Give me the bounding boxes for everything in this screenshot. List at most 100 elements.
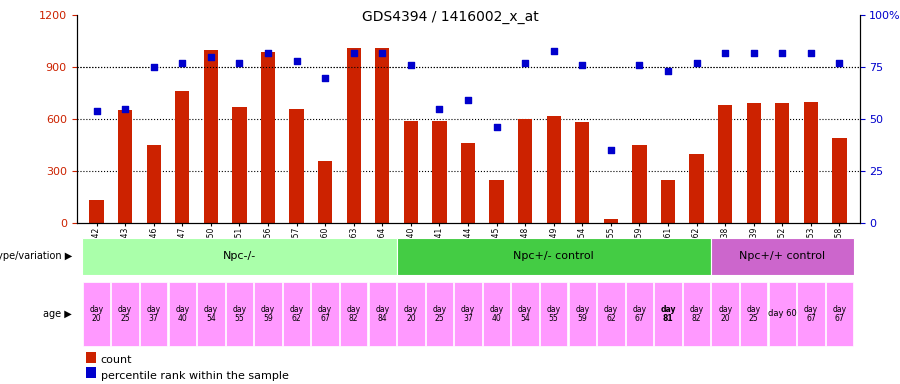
Text: day
67: day 67	[633, 305, 646, 323]
Bar	[604, 219, 618, 223]
Point	[261, 50, 275, 56]
Bar	[775, 104, 789, 223]
Bar	[740, 282, 768, 346]
Bar	[454, 282, 482, 346]
Point	[518, 60, 533, 66]
Bar	[432, 121, 446, 223]
Bar	[83, 282, 110, 346]
Text: age ▶: age ▶	[43, 309, 72, 319]
Bar	[711, 238, 854, 275]
Text: day
55: day 55	[546, 305, 561, 323]
Text: day
40: day 40	[490, 305, 504, 323]
Text: day
84: day 84	[375, 305, 390, 323]
Text: day
67: day 67	[804, 305, 818, 323]
Bar	[633, 145, 646, 223]
Bar	[540, 282, 567, 346]
Text: day
37: day 37	[147, 305, 161, 323]
Point	[375, 50, 390, 56]
Point	[490, 124, 504, 131]
Bar	[197, 282, 224, 346]
Point	[546, 48, 561, 54]
Text: GDS4394 / 1416002_x_at: GDS4394 / 1416002_x_at	[362, 10, 538, 23]
Bar	[712, 282, 739, 346]
Point	[804, 50, 818, 56]
Text: day 60: day 60	[768, 310, 796, 318]
Bar	[598, 282, 625, 346]
Bar	[261, 52, 275, 223]
Text: count: count	[101, 355, 132, 365]
Bar	[769, 282, 796, 346]
Point	[461, 97, 475, 103]
Point	[661, 68, 675, 74]
Text: day
54: day 54	[203, 305, 218, 323]
Point	[432, 106, 446, 112]
Bar	[140, 282, 167, 346]
Bar	[575, 122, 590, 223]
Bar	[283, 282, 310, 346]
Point	[832, 60, 847, 66]
Text: percentile rank within the sample: percentile rank within the sample	[101, 371, 289, 381]
Bar	[118, 111, 132, 223]
Point	[575, 62, 590, 68]
Point	[175, 60, 189, 66]
Text: day
62: day 62	[290, 305, 303, 323]
Bar	[168, 282, 196, 346]
Point	[318, 74, 332, 81]
Text: day
20: day 20	[89, 305, 104, 323]
Bar	[483, 282, 510, 346]
Bar	[569, 282, 596, 346]
Text: day
81: day 81	[661, 305, 676, 323]
Bar	[340, 282, 367, 346]
Bar	[661, 180, 675, 223]
Bar	[490, 180, 504, 223]
Text: genotype/variation ▶: genotype/variation ▶	[0, 251, 72, 262]
Bar	[254, 282, 282, 346]
Text: day
55: day 55	[232, 305, 247, 323]
Bar	[82, 238, 397, 275]
Text: day
20: day 20	[718, 305, 733, 323]
Text: day
62: day 62	[604, 305, 618, 323]
Bar	[426, 282, 453, 346]
Bar	[747, 104, 760, 223]
Bar	[369, 282, 396, 346]
Bar	[226, 282, 253, 346]
Text: day
25: day 25	[432, 305, 446, 323]
Bar	[176, 91, 189, 223]
Point	[346, 50, 361, 56]
Text: Npc-/-: Npc-/-	[223, 251, 256, 262]
Bar	[546, 116, 561, 223]
Bar	[397, 282, 425, 346]
Bar	[461, 143, 475, 223]
Bar	[112, 282, 139, 346]
Point	[232, 60, 247, 66]
Bar	[404, 121, 418, 223]
Bar	[797, 282, 824, 346]
Text: day
82: day 82	[689, 305, 704, 323]
Bar	[311, 282, 338, 346]
Bar	[397, 238, 711, 275]
Bar	[683, 282, 710, 346]
Text: Npc+/- control: Npc+/- control	[513, 251, 594, 262]
Text: day
54: day 54	[518, 305, 532, 323]
Bar	[318, 161, 332, 223]
Point	[289, 58, 303, 64]
Bar	[511, 282, 539, 346]
Text: day
67: day 67	[318, 305, 332, 323]
Point	[775, 50, 789, 56]
Text: day
37: day 37	[461, 305, 475, 323]
Text: day
67: day 67	[832, 305, 847, 323]
Bar	[89, 200, 104, 223]
Bar	[375, 48, 390, 223]
Text: day
40: day 40	[176, 305, 189, 323]
Point	[89, 108, 104, 114]
Point	[633, 62, 647, 68]
Bar	[290, 109, 303, 223]
Point	[689, 60, 704, 66]
Text: day
59: day 59	[261, 305, 275, 323]
Bar	[654, 282, 682, 346]
Text: day
25: day 25	[118, 305, 132, 323]
Text: day
25: day 25	[747, 305, 760, 323]
Point	[403, 62, 418, 68]
Point	[604, 147, 618, 153]
Bar	[518, 119, 532, 223]
